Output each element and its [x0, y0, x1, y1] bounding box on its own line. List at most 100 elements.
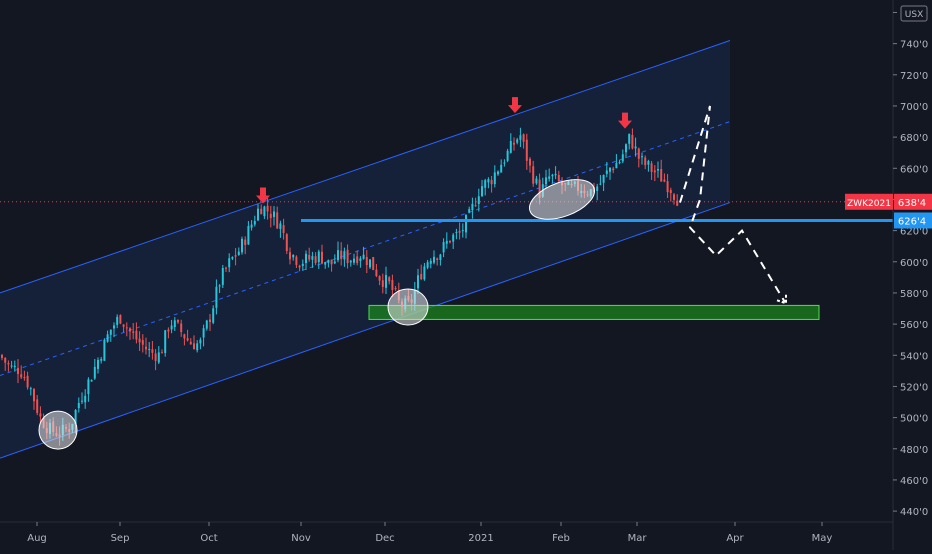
- candle: [298, 264, 301, 272]
- y-tick-label: 580'0: [900, 289, 928, 300]
- candle: [525, 133, 528, 170]
- candle-body: [487, 179, 490, 183]
- candle: [36, 395, 39, 416]
- candle-body: [346, 249, 349, 264]
- candle-body: [449, 240, 451, 243]
- candle: [189, 338, 192, 345]
- candle: [135, 322, 138, 344]
- y-tick-label: 660'0: [900, 164, 928, 175]
- candle: [337, 241, 339, 263]
- candle-body: [340, 250, 343, 260]
- y-tick-label: 560'0: [900, 320, 928, 331]
- y-tick-label: 540'0: [900, 351, 928, 362]
- candle: [500, 159, 503, 173]
- x-tick-label: Dec: [375, 533, 394, 544]
- candle: [474, 197, 477, 207]
- candle-body: [196, 343, 199, 351]
- candle-body: [193, 343, 195, 350]
- candle: [202, 324, 205, 347]
- candle-body: [266, 205, 269, 212]
- candle-body: [388, 277, 391, 282]
- candle: [625, 143, 627, 159]
- support-zone: [368, 304, 820, 320]
- candle-body: [439, 254, 442, 260]
- candle-body: [205, 320, 208, 329]
- candle: [157, 346, 160, 365]
- candle-body: [554, 173, 557, 176]
- candle: [637, 147, 640, 168]
- candle: [305, 250, 307, 270]
- candle-body: [298, 265, 301, 268]
- candle: [180, 319, 183, 337]
- candle: [77, 397, 80, 413]
- candle-body: [269, 213, 272, 219]
- candle: [548, 168, 551, 182]
- candle-body: [353, 258, 355, 263]
- candle: [289, 247, 291, 265]
- candle-body: [241, 238, 243, 253]
- level-label: 626'4: [898, 216, 926, 227]
- candle: [177, 319, 179, 324]
- projection-path: [679, 105, 786, 303]
- candle: [650, 160, 653, 180]
- candle-body: [113, 325, 115, 329]
- candle: [621, 149, 624, 164]
- candle-body: [666, 181, 669, 193]
- candle-body: [327, 259, 330, 263]
- candle-body: [186, 338, 189, 341]
- candle: [509, 133, 512, 154]
- candle: [311, 251, 314, 268]
- candle-body: [177, 320, 179, 323]
- candle: [17, 359, 19, 384]
- candle-body: [145, 346, 147, 350]
- candle: [193, 335, 195, 350]
- candle-body: [420, 273, 423, 280]
- candle: [628, 133, 631, 150]
- candle-body: [529, 158, 531, 166]
- candle-body: [609, 167, 611, 172]
- candle-body: [468, 209, 471, 213]
- candle-body: [263, 206, 266, 217]
- candle-body: [676, 200, 679, 206]
- candle-body: [20, 374, 23, 378]
- x-tick-label: May: [812, 533, 833, 544]
- candle: [285, 233, 288, 255]
- candle: [218, 284, 221, 294]
- candle: [359, 256, 362, 268]
- candle: [81, 392, 83, 405]
- candle: [125, 322, 128, 337]
- candle: [39, 406, 42, 423]
- candle-body: [359, 258, 362, 261]
- candle: [394, 285, 397, 291]
- candle: [173, 317, 176, 331]
- candle: [122, 324, 125, 333]
- candle-body: [663, 179, 666, 182]
- candle: [263, 205, 266, 219]
- candle: [618, 159, 621, 165]
- candle: [532, 160, 535, 187]
- candle-body: [212, 308, 215, 323]
- candle-body: [381, 280, 384, 287]
- candle-body: [375, 269, 378, 277]
- candle-body: [477, 196, 480, 204]
- projection-arrowhead: [776, 293, 787, 305]
- candle: [106, 330, 109, 343]
- candle-body: [77, 402, 80, 409]
- candle-body: [87, 379, 90, 395]
- candle-body: [17, 367, 19, 375]
- candle: [295, 255, 298, 269]
- candle: [516, 137, 519, 145]
- candle-body: [333, 261, 336, 264]
- candle-body: [605, 170, 608, 174]
- candle-body: [356, 256, 359, 264]
- candle-body: [221, 268, 224, 285]
- down-arrow-icon: [256, 187, 270, 204]
- candle: [634, 137, 637, 157]
- candle-body: [10, 365, 13, 367]
- candle-body: [452, 234, 455, 242]
- channel-lower-line: [0, 202, 731, 459]
- y-tick-label: 600'0: [900, 258, 928, 269]
- candle-body: [631, 134, 634, 149]
- candle: [375, 263, 378, 278]
